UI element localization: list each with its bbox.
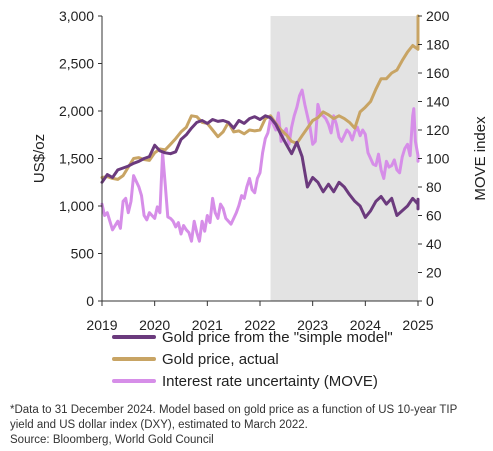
legend-item-model: Gold price from the "simple model"	[112, 327, 393, 347]
x-tick-label: 2021	[192, 317, 223, 333]
series-line-move	[100, 88, 420, 243]
right-tick-label: 120	[426, 122, 450, 138]
x-tick-label: 2019	[86, 317, 117, 333]
right-axis-title: MOVE index	[472, 116, 489, 201]
footnote-line-2: yield and US dollar index (DXY), estimat…	[10, 419, 308, 431]
left-axis-title: US$/oz	[31, 134, 48, 183]
left-tick-label: 0	[86, 293, 94, 309]
legend-label-move: Interest rate uncertainty (MOVE)	[162, 372, 378, 390]
right-tick-label: 0	[426, 293, 434, 309]
x-tick-label: 2025	[402, 317, 433, 333]
right-tick-label: 160	[426, 65, 450, 81]
legend-item-actual: Gold price, actual	[112, 349, 279, 369]
footnote: *Data to 31 December 2024. Model based o…	[10, 403, 488, 448]
right-tick-label: 140	[426, 94, 450, 110]
right-tick-label: 200	[426, 8, 450, 24]
left-tick-label: 1,000	[59, 198, 94, 214]
legend-label-model: Gold price from the "simple model"	[162, 328, 393, 346]
x-tick-label: 2020	[139, 317, 170, 333]
footnote-source: Source: Bloomberg, World Gold Council	[10, 434, 214, 446]
right-tick-label: 40	[426, 236, 442, 252]
left-tick-label: 500	[71, 246, 95, 262]
x-tick-label: 2022	[244, 317, 275, 333]
right-tick-label: 20	[426, 265, 442, 281]
tick-labels: 0 500 1,000 1,500 2,000 2,500 3,000 0 20 40 60 80 10…	[59, 8, 450, 333]
legend-item-move: Interest rate uncertainty (MOVE)	[112, 371, 378, 391]
shaded-forecast-region	[270, 16, 418, 301]
right-tick-label: 60	[426, 208, 442, 224]
legend-swatch-model	[112, 335, 156, 339]
legend-swatch-move	[112, 379, 156, 383]
left-tick-label: 2,500	[59, 56, 94, 72]
series-line-model	[100, 114, 420, 219]
left-tick-label: 3,000	[59, 8, 94, 24]
x-tick-label: 2024	[350, 317, 381, 333]
right-tick-label: 180	[426, 37, 450, 53]
left-tick-label: 2,000	[59, 103, 94, 119]
right-tick-label: 80	[426, 179, 442, 195]
x-tick-label: 2023	[297, 317, 328, 333]
legend-swatch-actual	[112, 357, 156, 361]
series-lines	[100, 14, 420, 243]
legend-label-actual: Gold price, actual	[162, 350, 279, 368]
footnote-line-1: *Data to 31 December 2024. Model based o…	[10, 404, 458, 416]
left-tick-label: 1,500	[59, 151, 94, 167]
right-tick-label: 100	[426, 151, 450, 167]
